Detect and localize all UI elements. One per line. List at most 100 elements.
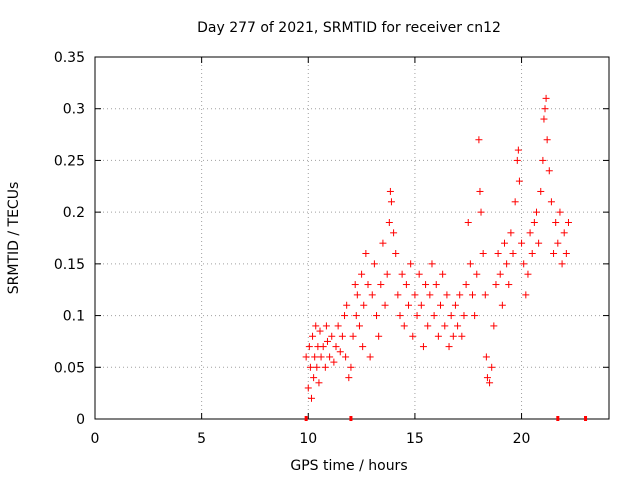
x-tick-label: 20	[513, 431, 531, 447]
data-point	[347, 363, 355, 371]
baseline-marker	[584, 416, 588, 421]
data-point	[422, 281, 430, 289]
data-point	[315, 379, 323, 387]
data-point	[458, 332, 466, 340]
data-point	[469, 291, 477, 299]
data-point	[383, 270, 391, 278]
y-tick-label: 0.3	[63, 102, 85, 118]
data-point	[550, 250, 558, 258]
data-point	[351, 281, 359, 289]
data-point	[316, 327, 324, 335]
data-point	[456, 291, 464, 299]
data-point	[330, 358, 338, 366]
x-axis-label: GPS time / hours	[290, 458, 407, 474]
data-point	[386, 187, 394, 195]
data-point	[313, 363, 321, 371]
data-point	[530, 218, 538, 226]
data-point	[488, 363, 496, 371]
data-point	[511, 198, 519, 206]
data-point	[432, 281, 440, 289]
data-point	[554, 239, 562, 247]
data-point	[322, 322, 330, 330]
data-point	[451, 301, 459, 309]
data-point	[471, 312, 479, 320]
data-point	[323, 337, 331, 345]
data-point	[483, 374, 491, 382]
data-point	[545, 167, 553, 175]
data-point	[560, 229, 568, 237]
data-point	[359, 343, 367, 351]
data-point	[475, 136, 483, 144]
data-point	[424, 322, 432, 330]
data-point	[558, 260, 566, 268]
data-point	[409, 332, 417, 340]
data-point	[524, 270, 532, 278]
data-point	[379, 239, 387, 247]
data-point	[366, 353, 374, 361]
data-point	[411, 291, 419, 299]
data-point	[509, 250, 517, 258]
data-point	[387, 198, 395, 206]
data-point	[496, 270, 504, 278]
data-point	[385, 218, 393, 226]
grid-layer	[95, 57, 609, 419]
data-point	[552, 218, 560, 226]
x-tick-label: 15	[406, 431, 424, 447]
data-point	[377, 281, 385, 289]
data-point	[336, 348, 344, 356]
data-point	[321, 363, 329, 371]
data-point	[476, 187, 484, 195]
data-point	[405, 301, 413, 309]
data-point	[430, 312, 438, 320]
data-point	[345, 374, 353, 382]
data-point	[353, 291, 361, 299]
baseline-marker	[556, 416, 560, 421]
data-point	[522, 291, 530, 299]
data-point	[407, 260, 415, 268]
data-point	[462, 281, 470, 289]
data-point	[447, 312, 455, 320]
data-point	[535, 239, 543, 247]
data-point	[441, 322, 449, 330]
plot-frame	[94, 56, 610, 420]
y-tick-label: 0.1	[63, 309, 85, 325]
data-point	[390, 229, 398, 237]
y-tick-label: 0.15	[54, 257, 85, 273]
data-point	[352, 312, 360, 320]
data-point	[454, 322, 462, 330]
data-point	[482, 353, 490, 361]
data-point	[494, 250, 502, 258]
data-point	[486, 379, 494, 387]
data-point	[443, 291, 451, 299]
y-axis-label: SRMTID / TECUs	[6, 182, 22, 295]
data-point	[445, 343, 453, 351]
data-point	[360, 301, 368, 309]
data-point	[500, 239, 508, 247]
data-point	[539, 156, 547, 164]
data-point	[334, 322, 342, 330]
data-point	[562, 250, 570, 258]
data-point	[317, 353, 325, 361]
data-point	[537, 187, 545, 195]
data-point	[338, 332, 346, 340]
data-point	[479, 250, 487, 258]
data-point	[332, 343, 340, 351]
data-point	[355, 322, 363, 330]
baseline-marker	[349, 416, 353, 421]
data-point	[428, 260, 436, 268]
data-point	[392, 250, 400, 258]
data-point	[460, 312, 468, 320]
data-point	[498, 301, 506, 309]
data-point	[564, 218, 572, 226]
data-point	[540, 115, 548, 123]
data-point	[400, 322, 408, 330]
data-point	[415, 270, 423, 278]
data-point	[426, 291, 434, 299]
data-point	[396, 312, 404, 320]
data-point	[362, 250, 370, 258]
data-point	[309, 332, 317, 340]
data-point	[520, 260, 528, 268]
data-point	[381, 301, 389, 309]
